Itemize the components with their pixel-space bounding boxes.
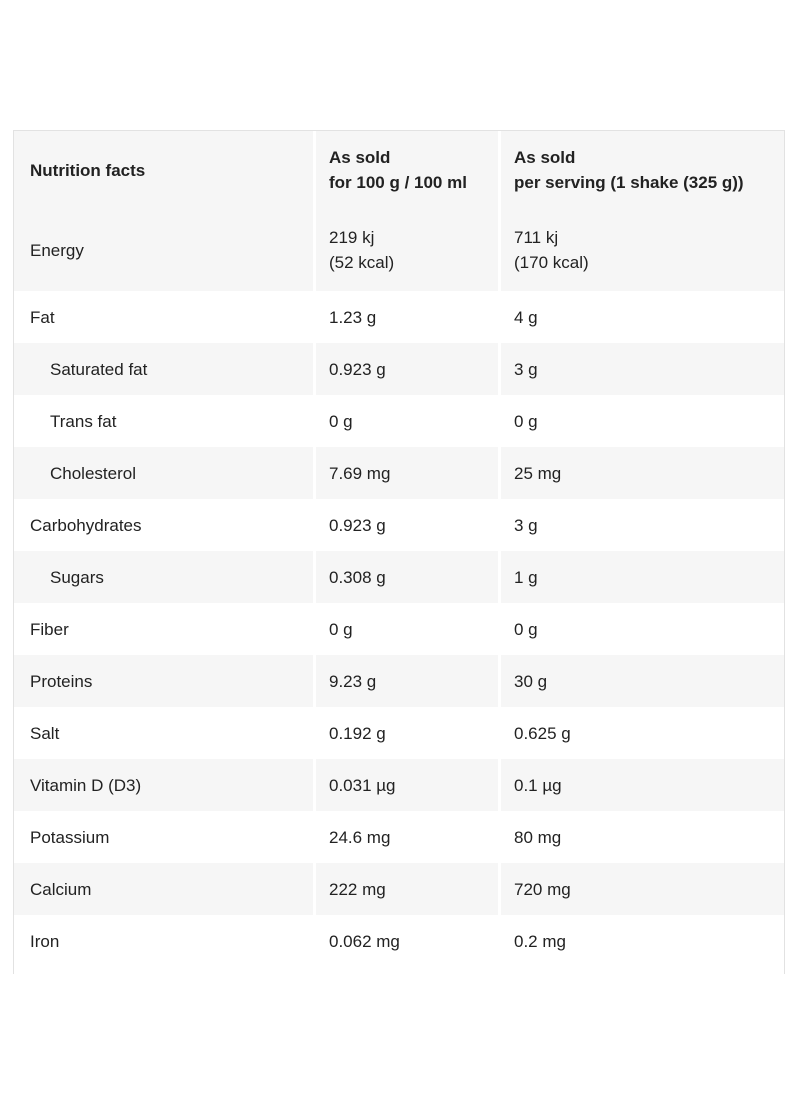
table-cell: 711 kj (170 kcal) — [498, 209, 784, 291]
table-cell: 7.69 mg — [313, 447, 498, 499]
table-cell: Saturated fat — [50, 359, 148, 379]
table-cell: As sold for 100 g / 100 ml — [313, 131, 498, 209]
table-cell: Proteins — [30, 671, 93, 691]
table-row: Calcium 222 mg 720 mg — [14, 863, 784, 915]
table-row: Vitamin D (D3) 0.031 µg 0.1 µg — [14, 759, 784, 811]
table-cell: Carbohydrates — [30, 515, 142, 535]
table-body: Energy 219 kj (52 kcal) 711 kj (170 kcal) Fat… — [14, 209, 784, 967]
nutrition-table: Nutrition facts As sold for 100 g / 100 ml… — [13, 130, 785, 974]
table-cell: Sugars — [50, 567, 104, 587]
cell-line: As sold — [329, 148, 391, 167]
table-cell: 0.062 mg — [313, 915, 498, 967]
table-cell: 25 mg — [498, 447, 784, 499]
table-row: Salt 0.192 g 0.625 g — [14, 707, 784, 759]
table-cell: 0.192 g — [313, 707, 498, 759]
table-cell: 0.308 g — [313, 551, 498, 603]
table-row: Energy 219 kj (52 kcal) 711 kj (170 kcal) — [14, 209, 784, 291]
table-cell: Fat — [30, 307, 55, 327]
table-cell: 0.1 µg — [498, 759, 784, 811]
table-cell: 9.23 g — [313, 655, 498, 707]
table-cell: 3 g — [498, 499, 784, 551]
table-cell: Vitamin D (D3) — [30, 775, 142, 795]
cell-line: (170 kcal) — [514, 253, 589, 272]
table-cell: 30 g — [498, 655, 784, 707]
table-row: Cholesterol 7.69 mg 25 mg — [14, 447, 784, 499]
table-cell: 720 mg — [498, 863, 784, 915]
table-cell: Fiber — [30, 619, 69, 639]
table-cell: 0.031 µg — [313, 759, 498, 811]
table-cell: 219 kj (52 kcal) — [313, 209, 498, 291]
table-cell: 0.625 g — [498, 707, 784, 759]
table-cell: 0.923 g — [313, 343, 498, 395]
table-cell: Iron — [30, 931, 60, 951]
table-cell: 4 g — [498, 291, 784, 343]
table-cell: Cholesterol — [50, 463, 136, 483]
table-row: Proteins 9.23 g 30 g — [14, 655, 784, 707]
table-cell: 0.2 mg — [498, 915, 784, 967]
table-row: Potassium 24.6 mg 80 mg — [14, 811, 784, 863]
cell-line: 219 kj — [329, 228, 375, 247]
cell-line: for 100 g / 100 ml — [329, 173, 467, 192]
header-row: Nutrition facts As sold for 100 g / 100 ml… — [14, 131, 784, 209]
table-cell: Potassium — [30, 827, 110, 847]
table-cell: As sold per serving (1 shake (325 g)) — [498, 131, 784, 209]
table-cell: 1.23 g — [313, 291, 498, 343]
table-cell: 0 g — [313, 603, 498, 655]
table-cell: Nutrition facts — [30, 160, 146, 180]
table-cell: Trans fat — [50, 411, 117, 431]
cell-line: As sold — [514, 148, 576, 167]
cell-line: per serving (1 shake (325 g)) — [514, 173, 744, 192]
cell-line: 711 kj — [514, 228, 559, 247]
table-cell: 24.6 mg — [313, 811, 498, 863]
table-cell: 1 g — [498, 551, 784, 603]
table-cell: 0 g — [498, 395, 784, 447]
table-cell: 0 g — [313, 395, 498, 447]
table-cell: Salt — [30, 723, 60, 743]
table-cell: 80 mg — [498, 811, 784, 863]
table-cell: 3 g — [498, 343, 784, 395]
table-cell: 0 g — [498, 603, 784, 655]
table-cell: 0.923 g — [313, 499, 498, 551]
table-cell: Calcium — [30, 879, 92, 899]
table-cell: 222 mg — [313, 863, 498, 915]
cell-line: (52 kcal) — [329, 253, 395, 272]
table-cell: Energy — [30, 240, 84, 260]
table-row: Iron 0.062 mg 0.2 mg — [14, 915, 784, 967]
